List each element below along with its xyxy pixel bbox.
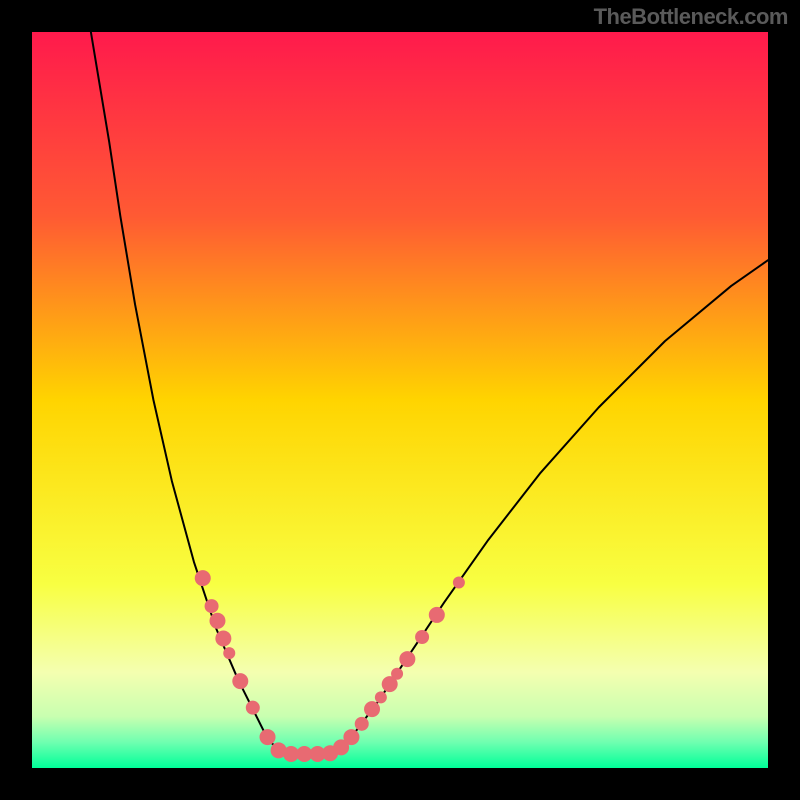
data-marker [260, 729, 276, 745]
data-marker [375, 691, 387, 703]
data-marker [223, 647, 235, 659]
data-marker [195, 570, 211, 586]
data-marker [343, 729, 359, 745]
image-frame: TheBottleneck.com [0, 0, 800, 800]
data-marker [364, 701, 380, 717]
data-marker [205, 599, 219, 613]
data-marker [415, 630, 429, 644]
data-marker [391, 668, 403, 680]
data-marker [215, 630, 231, 646]
watermark-text: TheBottleneck.com [594, 4, 788, 30]
data-marker [355, 717, 369, 731]
data-marker [453, 577, 465, 589]
chart-svg [32, 32, 768, 768]
plot-area [32, 32, 768, 768]
data-marker [246, 701, 260, 715]
data-marker [209, 613, 225, 629]
data-marker [232, 673, 248, 689]
data-marker [399, 651, 415, 667]
data-marker [429, 607, 445, 623]
